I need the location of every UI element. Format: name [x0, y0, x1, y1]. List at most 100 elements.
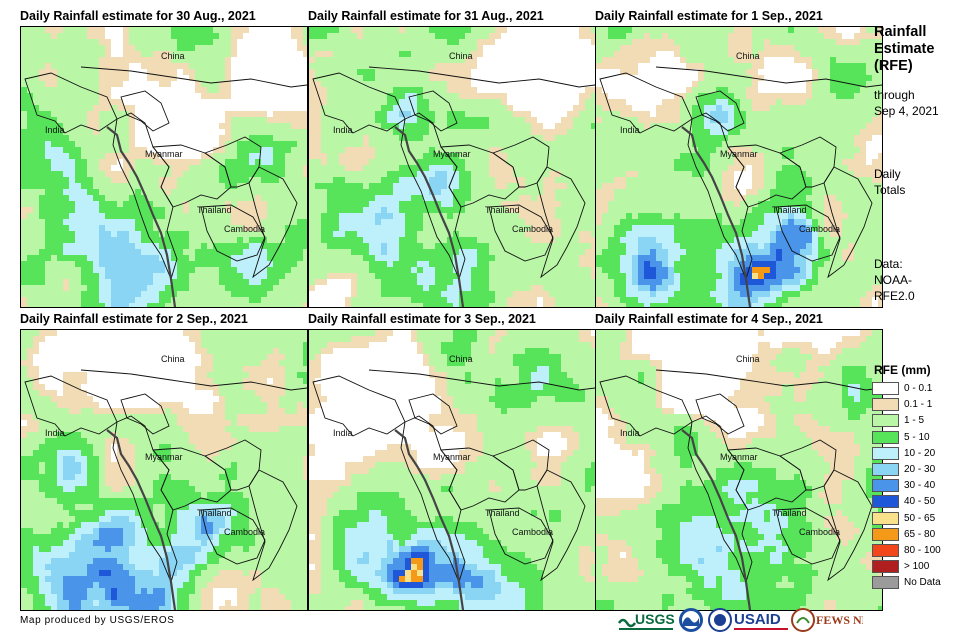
legend-label: 5 - 10: [904, 431, 930, 443]
china-label: China: [161, 354, 185, 364]
legend-swatch: [872, 495, 899, 509]
through-line: Sep 4, 2021: [874, 104, 939, 118]
country-borders: [599, 369, 882, 610]
map-title-line: Rainfall: [874, 24, 927, 40]
usaid-logo: USAID: [708, 607, 790, 633]
legend-item: 10 - 20: [872, 446, 964, 462]
rainfall-panel-31-aug: Daily Rainfall estimate for 31 Aug., 202…: [308, 6, 596, 308]
india-label: India: [45, 428, 65, 438]
legend-item: 1 - 5: [872, 413, 964, 429]
myanmar-label: Myanmar: [720, 452, 758, 462]
legend-swatch: [872, 560, 899, 574]
china-label: China: [449, 354, 473, 364]
legend-swatch: [872, 446, 899, 460]
legend-swatch: [872, 479, 899, 493]
panel-title: Daily Rainfall estimate for 3 Sep., 2021: [308, 312, 536, 326]
panel-title: Daily Rainfall estimate for 2 Sep., 2021: [20, 312, 248, 326]
through-date: through Sep 4, 2021: [874, 87, 967, 119]
data-source: Data: NOAA- RFE2.0: [874, 256, 967, 304]
legend-label: 10 - 20: [904, 447, 936, 459]
legend-label: 0 - 0.1: [904, 383, 933, 394]
data-line: Data:: [874, 257, 903, 271]
legend-label: 0.1 - 1: [904, 399, 933, 411]
myanmar-label: Myanmar: [433, 149, 471, 159]
rainfall-raster: [596, 27, 882, 307]
india-label: India: [333, 125, 353, 135]
legend-item: > 100: [872, 559, 964, 575]
map-title-line: Estimate: [874, 41, 935, 57]
rainfall-panel-2-sep: Daily Rainfall estimate for 2 Sep., 2021…: [20, 309, 308, 611]
fews-net-wordmark: FEWS NET: [816, 613, 863, 627]
totals-line: Daily: [874, 167, 901, 181]
rainfall-legend: 0 - 0.1 0.1 - 1 1 - 5 5 - 10 10 - 20 20 - 30 3…: [872, 381, 964, 591]
legend-item: 5 - 10: [872, 430, 964, 446]
rainfall-map: China India Myanmar Thailand Cambodia: [308, 329, 596, 611]
through-line: through: [874, 88, 915, 102]
legend-item: 0 - 0.1: [872, 381, 964, 397]
legend-item: No Data: [872, 575, 964, 591]
legend-item: 65 - 80: [872, 527, 964, 543]
country-borders: [599, 66, 882, 307]
thailand-label: Thailand: [772, 205, 807, 215]
myanmar-label: Myanmar: [720, 149, 758, 159]
china-label: China: [736, 354, 760, 364]
legend-label: > 100: [904, 561, 930, 573]
myanmar-label: Myanmar: [145, 452, 183, 462]
legend-label: 65 - 80: [904, 528, 936, 540]
legend-swatch: [872, 543, 899, 557]
cambodia-label: Cambodia: [224, 527, 266, 537]
legend-label: 1 - 5: [904, 415, 925, 427]
legend-item: 20 - 30: [872, 462, 964, 478]
totals-line: Totals: [874, 183, 906, 197]
legend-label: No Data: [904, 577, 941, 589]
rainfall-raster: [21, 330, 307, 610]
legend-label: 40 - 50: [904, 496, 936, 508]
cambodia-label: Cambodia: [799, 224, 841, 234]
thailand-label: Thailand: [197, 508, 232, 518]
legend-swatch: [872, 398, 899, 412]
legend-swatch: [872, 576, 899, 590]
data-line: NOAA-: [874, 273, 913, 287]
legend-swatch: [872, 414, 899, 428]
rainfall-raster: [596, 330, 882, 610]
legend-swatch: [872, 430, 899, 444]
legend-item: 80 - 100: [872, 543, 964, 559]
legend-swatch: [872, 382, 899, 395]
cambodia-label: Cambodia: [512, 224, 554, 234]
india-label: India: [45, 125, 65, 135]
legend-label: 30 - 40: [904, 480, 936, 492]
rainfall-panel-4-sep: Daily Rainfall estimate for 4 Sep., 2021…: [595, 309, 883, 611]
legend-title: RFE (mm): [874, 363, 931, 377]
legend-label: 80 - 100: [904, 544, 941, 556]
map-credit: Map produced by USGS/EROS: [20, 615, 175, 626]
legend-swatch: [872, 462, 899, 476]
cambodia-label: Cambodia: [224, 224, 266, 234]
usgs-logo: USGS: [617, 607, 675, 633]
country-borders: [24, 369, 307, 610]
partner-logos: USGS USAID FEWS NET: [617, 607, 878, 635]
legend-swatch: [872, 527, 899, 541]
india-label: India: [333, 428, 353, 438]
rainfall-map: China India Myanmar Thailand Cambodia: [595, 329, 883, 611]
thailand-label: Thailand: [485, 508, 520, 518]
legend-item: 40 - 50: [872, 494, 964, 510]
cambodia-label: Cambodia: [799, 527, 841, 537]
rainfall-raster: [309, 27, 595, 307]
rainfall-panel-30-aug: Daily Rainfall estimate for 30 Aug., 202…: [20, 6, 308, 308]
panel-title: Daily Rainfall estimate for 4 Sep., 2021: [595, 312, 823, 326]
legend-swatch: [872, 511, 899, 525]
legend-item: 30 - 40: [872, 478, 964, 494]
rainfall-map: China India Myanmar Thailand Cambodia: [20, 26, 308, 308]
rainfall-map: China India Myanmar Thailand Cambodia: [595, 26, 883, 308]
panel-title: Daily Rainfall estimate for 1 Sep., 2021: [595, 9, 823, 23]
rainfall-raster: [21, 27, 307, 307]
rainfall-map: China India Myanmar Thailand Cambodia: [20, 329, 308, 611]
china-label: China: [736, 51, 760, 61]
legend-label: 50 - 65: [904, 512, 936, 524]
usaid-wordmark: USAID: [734, 611, 781, 628]
panel-title: Daily Rainfall estimate for 31 Aug., 202…: [308, 9, 544, 23]
india-label: India: [620, 125, 640, 135]
totals-note: Daily Totals: [874, 166, 967, 198]
china-label: China: [161, 51, 185, 61]
legend-item: 50 - 65: [872, 511, 964, 527]
